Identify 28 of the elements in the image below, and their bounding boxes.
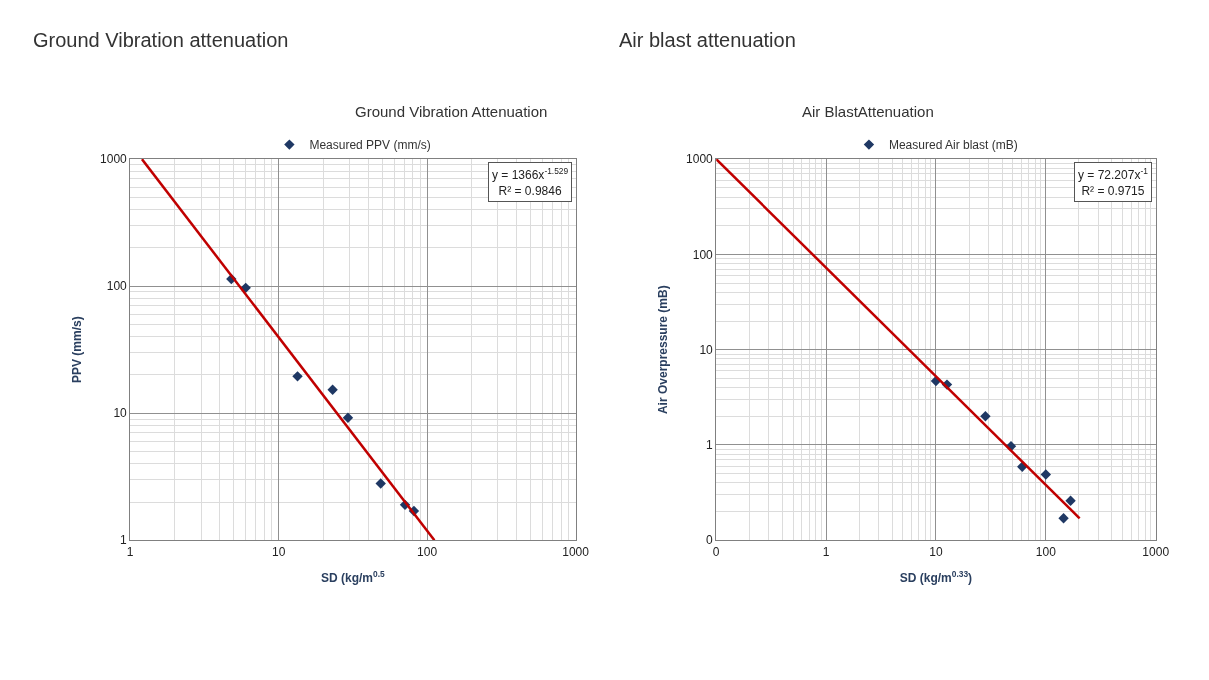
x-tick-label: 10	[929, 544, 943, 559]
chart-title: Ground Vibration Attenuation	[355, 103, 548, 120]
text: Ground Vibration attenuation	[33, 29, 289, 51]
y-tick-label: 100	[692, 247, 714, 262]
x-axis-title: SD (kg/m$^{0.5}$	[321, 568, 386, 585]
y-axis-title: PPV (mm/s)	[70, 316, 85, 384]
y-tick-label: 1000	[686, 152, 714, 167]
y-tick-label: 10	[113, 406, 128, 421]
y-tick-label: 0	[706, 533, 714, 548]
y-tick-label: 100	[106, 279, 128, 294]
annotation: y = 1366x$^{-1.529}$ R² = 0.9846	[492, 166, 569, 198]
y-tick-label: 1	[706, 438, 714, 453]
y-tick-label: 1000	[100, 152, 128, 167]
y-tick-label: 10	[699, 342, 714, 357]
x-axis-title: SD (kg/m$^{0.33}$)	[899, 568, 973, 585]
x-tick-label: 100	[417, 544, 438, 559]
legend-label: Measured Air blast (mB)	[888, 138, 1018, 153]
x-tick-label: 10	[271, 544, 286, 559]
x-tick-label: 1000	[1142, 544, 1170, 559]
y-axis-title: Air Overpressure (mB)	[656, 285, 671, 415]
x-tick-label: 1000	[562, 544, 590, 559]
x-tick-label: 100	[1035, 544, 1057, 559]
annotation: y = 72.207x$^{-1}$ R² = 0.9715	[1078, 166, 1149, 198]
text: Air blast attenuation	[619, 29, 796, 51]
y-tick-label: 1	[120, 533, 128, 548]
legend-label: Measured PPV (mm/s)	[309, 138, 431, 153]
chart-title: Air BlastAttenuation	[802, 103, 934, 120]
x-tick-label: 1	[822, 544, 830, 559]
